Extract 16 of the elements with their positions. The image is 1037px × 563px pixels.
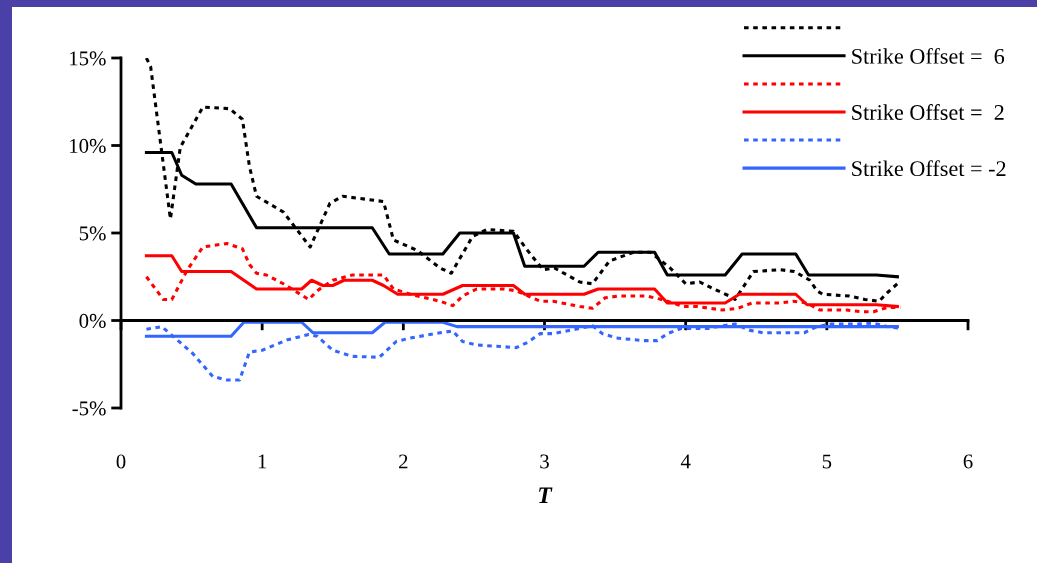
x-tick-label: 4 [680,454,691,469]
x-tick-label: 2 [399,454,408,469]
x-tick-label: 1 [258,454,267,469]
y-tick-label: -5% [72,401,106,416]
legend-label: Strike Offset = 2 [852,104,1004,120]
x-axis-title: T [539,487,553,503]
legend-label: Strike Offset = -2 [852,160,1006,177]
y-tick-label: 15% [70,51,106,66]
y-tick-label: 5% [79,226,106,241]
legend-label: Strike Offset = 6 [852,47,1005,64]
x-tick-label: 6 [963,454,973,469]
x-tick-label: 3 [540,454,549,469]
x-tick-label: 5 [822,454,832,469]
y-tick-label: 10% [70,138,106,153]
y-tick-label: 0% [79,313,106,328]
x-tick-label: 0 [116,454,126,469]
